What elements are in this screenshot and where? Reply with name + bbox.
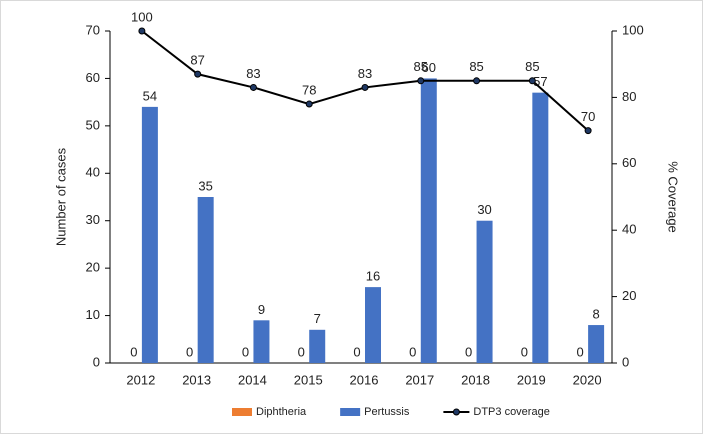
x-tick-label: 2019 <box>517 372 546 387</box>
y-tick-label: 10 <box>86 307 100 322</box>
line-marker <box>361 83 369 91</box>
x-tick-label: 2013 <box>182 372 211 387</box>
x-tick-label: 2018 <box>461 372 490 387</box>
bar <box>532 92 549 364</box>
y2-axis-title: % Coverage <box>666 161 681 233</box>
x-tick-label: 2015 <box>294 372 323 387</box>
line-value-label: 85 <box>525 59 539 74</box>
bar-value-label: 9 <box>258 302 265 317</box>
y-tick-label: 40 <box>86 165 100 180</box>
bar <box>309 329 326 363</box>
legend-swatch <box>340 408 361 416</box>
x-tick-label: 2014 <box>238 372 267 387</box>
bar-value-label: 16 <box>366 269 380 284</box>
y-tick-label: 0 <box>93 354 100 369</box>
bar-value-label: 0 <box>186 344 193 359</box>
y2-tick-label: 20 <box>622 288 636 303</box>
line-marker <box>584 127 592 135</box>
line-value-label: 83 <box>246 66 260 81</box>
y2-tick-label: 40 <box>622 222 636 237</box>
bar-value-label: 60 <box>422 60 436 75</box>
legend-label: DTP3 coverage <box>473 406 549 418</box>
bar-value-label: 0 <box>465 344 472 359</box>
line-marker <box>417 77 425 85</box>
line-value-label: 78 <box>302 82 316 97</box>
y-tick-label: 20 <box>86 260 100 275</box>
y-axis-title: Number of cases <box>53 147 68 246</box>
line-marker <box>138 27 146 35</box>
bar-value-label: 8 <box>592 306 599 321</box>
line-marker <box>473 77 481 85</box>
bar-value-label: 0 <box>576 344 583 359</box>
y2-tick-label: 80 <box>622 89 636 104</box>
bar <box>476 220 493 363</box>
y2-tick-label: 0 <box>622 354 629 369</box>
y-tick-label: 30 <box>86 212 100 227</box>
bar-value-label: 0 <box>353 344 360 359</box>
legend-label: Pertussis <box>364 406 410 418</box>
x-tick-label: 2016 <box>350 372 379 387</box>
bar-value-label: 0 <box>130 344 137 359</box>
bar <box>420 78 437 363</box>
line-value-label: 83 <box>358 66 372 81</box>
bar-value-label: 7 <box>314 311 321 326</box>
bar-value-label: 35 <box>198 178 212 193</box>
legend-swatch <box>452 408 460 416</box>
line-marker <box>194 70 202 78</box>
bar-value-label: 0 <box>298 344 305 359</box>
bar-value-label: 54 <box>143 88 157 103</box>
y-tick-label: 50 <box>86 117 100 132</box>
line-value-label: 70 <box>581 109 595 124</box>
x-tick-label: 2020 <box>573 372 602 387</box>
line-value-label: 85 <box>414 59 428 74</box>
line-value-label: 85 <box>469 59 483 74</box>
y2-tick-label: 60 <box>622 155 636 170</box>
line-value-label: 100 <box>131 9 153 24</box>
x-tick-label: 2017 <box>405 372 434 387</box>
legend-swatch <box>232 408 252 416</box>
line-marker <box>305 100 313 108</box>
bar <box>253 320 270 363</box>
legend-label: Diphtheria <box>256 406 307 418</box>
y-tick-label: 60 <box>86 70 100 85</box>
line-value-label: 87 <box>190 53 204 68</box>
bar <box>365 287 381 363</box>
bar-value-label: 0 <box>409 344 416 359</box>
bar <box>588 325 605 363</box>
bar-value-label: 0 <box>521 344 528 359</box>
bar-value-label: 30 <box>477 202 491 217</box>
y-tick-label: 70 <box>86 22 100 37</box>
y2-tick-label: 100 <box>622 22 644 37</box>
x-tick-label: 2012 <box>126 372 155 387</box>
line-marker <box>528 77 536 85</box>
bar-value-label: 0 <box>242 344 249 359</box>
line-marker <box>249 83 257 91</box>
bar <box>197 197 214 363</box>
bar <box>141 106 158 363</box>
